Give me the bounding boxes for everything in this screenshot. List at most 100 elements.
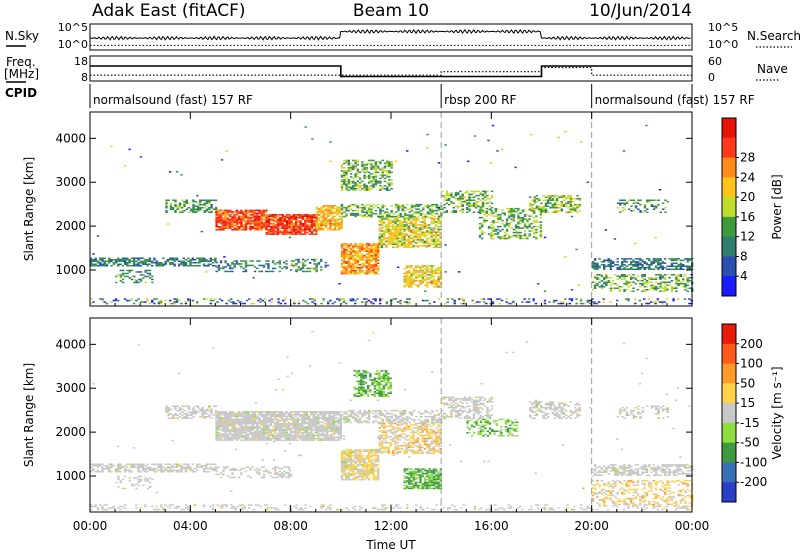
echo-cell: [396, 230, 399, 232]
echo-cell: [501, 237, 504, 240]
echo-cell: [338, 223, 341, 225]
echo-cell: [183, 205, 186, 207]
y-tick-label: 3000: [55, 175, 86, 189]
echo-cell: [185, 201, 188, 203]
echo-cell: [235, 260, 239, 262]
echo-cell: [401, 206, 405, 209]
echo-cell: [648, 201, 651, 203]
echo-cell: [274, 215, 277, 217]
echo-cell: [114, 299, 118, 302]
echo-cell: [392, 454, 395, 457]
echo-cell: [598, 267, 601, 269]
echo-cell: [486, 195, 489, 197]
echo-cell: [361, 269, 364, 272]
echo-cell: [361, 249, 364, 251]
echo-cell: [552, 508, 556, 511]
echo-cell: [401, 221, 404, 223]
echo-cell: [650, 199, 653, 201]
echo-cell: [349, 205, 353, 207]
echo-cell: [90, 504, 93, 506]
echo-cell: [274, 470, 277, 473]
echo-cell: [178, 265, 181, 267]
echo-cell: [492, 230, 495, 232]
echo-cell: [267, 218, 271, 220]
echo-cell: [117, 257, 120, 259]
echo-cell: [308, 221, 311, 223]
echo-cell: [258, 264, 261, 267]
echo-cell: [383, 216, 386, 219]
echo-cell: [407, 216, 411, 219]
echo-cell: [306, 228, 309, 231]
echo-cell: [333, 220, 337, 222]
echo-cell: [512, 301, 515, 303]
echo-cell: [421, 281, 424, 284]
echo-cell: [126, 272, 129, 275]
freq-right-tick-bottom: 0: [708, 71, 715, 84]
echo-cell: [381, 206, 384, 209]
echo-cell: [365, 212, 369, 215]
colorbar-segment: [722, 216, 736, 238]
echo-cell: [215, 431, 218, 434]
echo-cell: [405, 275, 409, 278]
echo-cell: [571, 198, 575, 200]
echo-cell: [202, 263, 206, 265]
echo-cell: [481, 195, 485, 197]
freq-traces: [90, 65, 692, 78]
echo-cell: [363, 250, 366, 252]
echo-cell: [212, 414, 216, 416]
echo-cell: [257, 504, 260, 506]
echo-cell: [637, 208, 640, 210]
echo-cell: [670, 287, 674, 289]
echo-cell: [231, 229, 234, 231]
echo-cell: [666, 289, 669, 291]
echo-cell: [297, 217, 300, 219]
echo-cell: [454, 205, 458, 207]
echo-cell: [347, 168, 350, 171]
echo-cell: [530, 508, 533, 511]
echo-cell: [439, 242, 442, 244]
echo-cell: [196, 407, 200, 409]
echo-cell: [340, 265, 344, 267]
echo-cell: [103, 262, 106, 264]
echo-cell: [329, 206, 332, 209]
echo-cell: [684, 274, 687, 276]
echo-cell: [459, 199, 462, 201]
echo-cell: [358, 246, 362, 248]
echo-cell: [215, 270, 218, 273]
echo-cell: [372, 250, 375, 252]
echo-cell: [367, 269, 371, 272]
echo-cell: [431, 214, 434, 216]
echo-cell: [215, 466, 218, 468]
echo-cell: [412, 245, 415, 247]
echo-cell: [313, 225, 316, 228]
echo-cell: [503, 508, 506, 511]
echo-cell: [659, 283, 662, 285]
echo-cell: [322, 205, 325, 207]
echo-cell: [416, 236, 420, 238]
echo-cell: [490, 236, 493, 238]
echo-cell: [675, 277, 678, 279]
echo-cell: [340, 186, 344, 188]
echo-cell: [363, 265, 366, 267]
echo-cell: [609, 284, 613, 286]
echo-cell: [148, 274, 152, 276]
echo-cell: [542, 210, 545, 212]
echo-cell: [92, 301, 95, 303]
echo-cell: [173, 298, 176, 300]
echo-cell: [571, 205, 575, 207]
echo-cell: [395, 211, 398, 213]
echo-cell: [565, 204, 568, 206]
echo-cell: [437, 208, 441, 210]
echo-cell: [408, 283, 411, 285]
echo-cell: [219, 424, 223, 426]
echo-cell: [444, 302, 447, 305]
echo-cell: [283, 233, 286, 235]
echo-cell: [539, 234, 543, 237]
echo-cell: [383, 233, 386, 235]
echo-cell: [432, 227, 435, 229]
echo-cell: [171, 504, 174, 506]
echo-cell: [121, 478, 125, 481]
echo-cell: [96, 508, 100, 511]
echo-cell: [347, 262, 350, 264]
echo-cell: [101, 259, 104, 261]
